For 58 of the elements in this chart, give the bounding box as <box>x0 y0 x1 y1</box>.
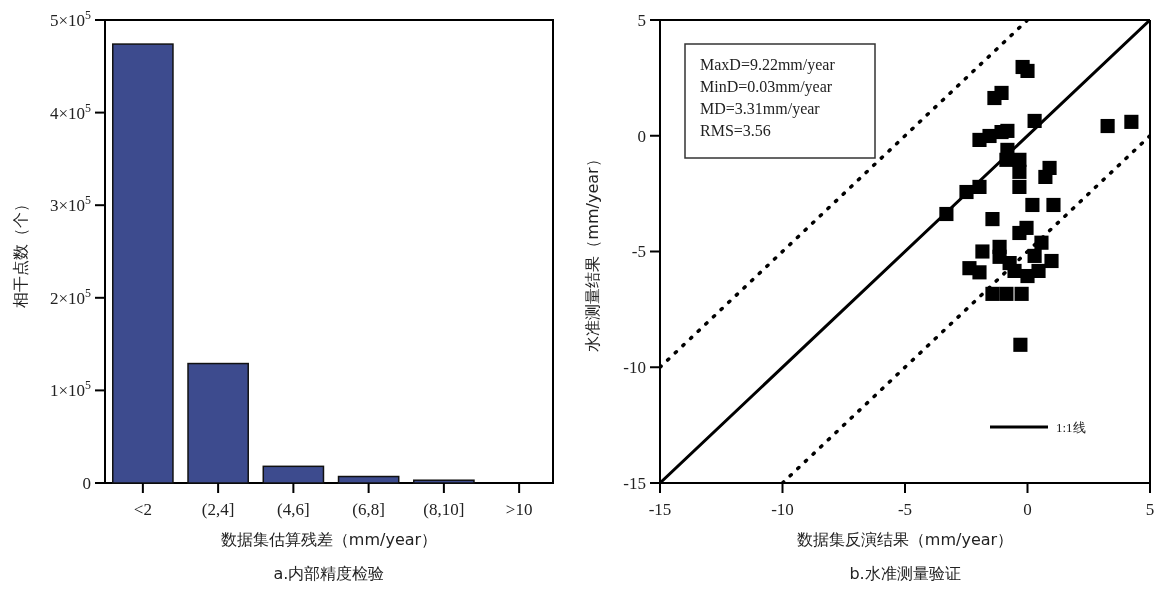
annotation: MD=3.31mm/year <box>700 100 821 118</box>
x-tick-label: <2 <box>133 500 152 519</box>
x-tick-label: (2,4] <box>201 500 235 519</box>
point <box>1044 253 1059 269</box>
y-tick-label: -15 <box>623 473 646 493</box>
annotation: RMS=3.56 <box>700 122 771 139</box>
x-tick-label: (8,10] <box>423 500 465 519</box>
point <box>1020 63 1035 78</box>
bar <box>187 362 249 484</box>
point <box>994 85 1009 100</box>
y-tick-label: 0 <box>637 126 646 146</box>
x-axis-title: 数据集估算残差（mm/year） <box>220 530 438 549</box>
point <box>975 244 990 259</box>
x-tick-label: 5 <box>1145 500 1155 519</box>
text: b.水准测量验证 <box>849 564 961 583</box>
bar <box>262 465 325 484</box>
annotation: MinD=0.03mm/year <box>700 78 833 96</box>
point <box>985 212 1000 227</box>
bar <box>413 479 475 484</box>
y-tick-label: 1×10$^{5}$ <box>49 378 92 401</box>
point <box>1012 179 1027 194</box>
point <box>1019 220 1034 235</box>
annotation: MaxD=9.22mm/year <box>700 56 836 74</box>
point <box>1014 286 1029 301</box>
point <box>1012 164 1027 179</box>
point <box>1027 248 1042 263</box>
x-tick-label: -5 <box>897 500 913 519</box>
y-tick-label: 4×10$^{5}$ <box>49 100 92 123</box>
y-tick-label: -10 <box>623 358 646 378</box>
y-tick-label: 0 <box>82 473 91 493</box>
text: a.内部精度检验 <box>273 564 385 583</box>
x-tick-label: >10 <box>505 500 533 519</box>
y-tick-label: 3×10$^{5}$ <box>49 193 92 216</box>
x-axis-title: 数据集反演结果（mm/year） <box>796 530 1014 549</box>
point <box>1013 337 1028 352</box>
bar <box>337 475 400 484</box>
y-axis-title: 水准测量结果（mm/year） <box>583 151 602 352</box>
point <box>1031 263 1046 279</box>
point <box>1038 169 1053 185</box>
point <box>972 265 987 280</box>
y-axis-title: 相干点数（个） <box>11 195 30 308</box>
bar <box>112 43 174 484</box>
point <box>985 286 1000 301</box>
x-tick-label: 0 <box>1023 500 1032 519</box>
point <box>1046 197 1061 213</box>
x-tick-label: (4,6] <box>277 500 310 519</box>
point <box>1124 114 1139 129</box>
point <box>1025 197 1040 213</box>
x-tick-label: (6,8] <box>352 500 385 519</box>
point <box>1100 118 1115 134</box>
y-tick-label: 5×10$^{5}$ <box>49 7 92 30</box>
y-tick-label: 5 <box>637 10 646 30</box>
point <box>999 286 1014 301</box>
y-tick-label: 2×10$^{5}$ <box>49 285 92 308</box>
point <box>1000 123 1015 138</box>
y-tick-label: -5 <box>631 242 646 262</box>
x-tick-label: -10 <box>771 500 794 519</box>
legend-label: 1:1线 <box>1056 419 1086 435</box>
